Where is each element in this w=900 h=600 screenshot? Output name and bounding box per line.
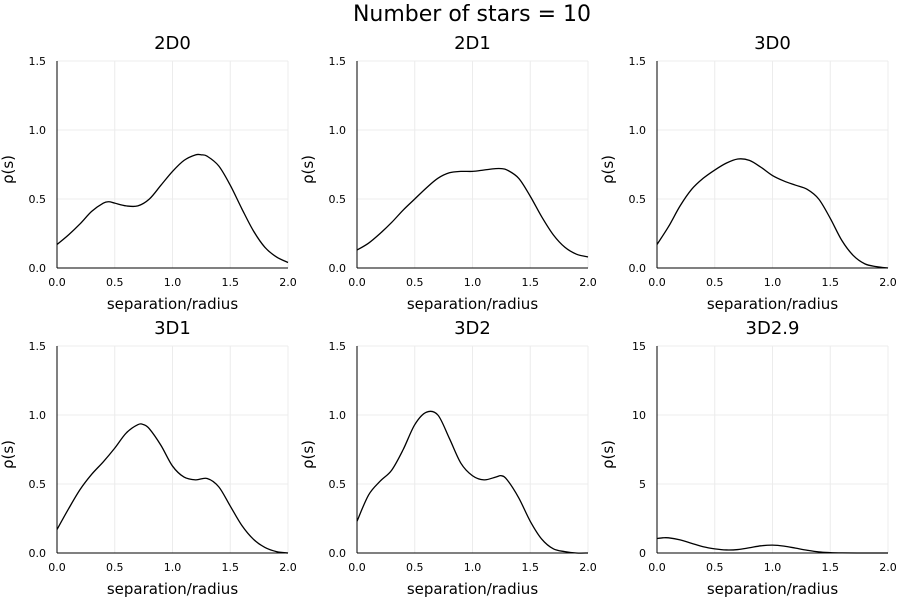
y-tick-label: 1.5 [329,340,347,353]
y-tick-label: 1.0 [629,124,647,137]
x-tick-label: 0.5 [706,276,724,289]
x-tick-label: 1.0 [464,561,482,574]
y-tick-label: 15 [632,340,646,353]
x-tick-label: 2.0 [579,561,597,574]
x-tick-label: 0.0 [648,561,666,574]
series-line [56,423,289,554]
series-line [656,536,889,554]
chart-panel-3d2-9: 0.0 0.5 1.0 1.5 2.0 0 5 10 15 3D2.9 separation/rad… [599,318,897,598]
y-tick-label: 1.0 [329,124,347,137]
x-tick-label: 1.5 [522,561,540,574]
y-tick-label: 1.5 [29,340,47,353]
chart-title: 2D1 [454,33,491,54]
x-tick-label: 2.0 [279,276,297,289]
x-axis-label: separation/radius [407,295,538,313]
x-tick-label: 1.0 [764,276,782,289]
y-tick-label: 10 [632,409,646,422]
x-tick-label: 2.0 [579,276,597,289]
y-tick-label: 0.0 [29,547,47,560]
chart-title: 3D2 [454,318,491,339]
y-axis-label: ρ(s) [0,440,17,469]
chart-panel-3d2: 0.0 0.5 1.0 1.5 2.0 0.0 0.5 1.0 1.5 3D2 separation… [299,318,597,598]
y-tick-label: 0.0 [29,262,47,275]
x-axis-label: separation/radius [107,580,238,598]
x-tick-label: 1.0 [764,561,782,574]
x-axis-label: separation/radius [707,580,838,598]
series-line [356,167,589,258]
y-tick-label: 0.5 [329,193,347,206]
x-tick-label: 0.0 [48,276,66,289]
x-tick-label: 1.0 [164,561,182,574]
x-tick-label: 0.5 [706,561,724,574]
chart-panel-2d1: 0.0 0.5 1.0 1.5 2.0 0.0 0.5 1.0 1.5 2D1 separation… [299,33,597,313]
x-tick-label: 2.0 [879,561,897,574]
y-tick-label: 0.5 [329,478,347,491]
series-line [56,153,289,264]
x-tick-label: 2.0 [879,276,897,289]
y-tick-label: 1.0 [29,124,47,137]
x-tick-label: 2.0 [279,561,297,574]
x-tick-label: 0.0 [348,276,366,289]
chart-panel-3d0: 0.0 0.5 1.0 1.5 2.0 0.0 0.5 1.0 1.5 3D0 separation… [599,33,897,313]
y-tick-label: 1.0 [329,409,347,422]
panels: 0.0 0.5 1.0 1.5 2.0 0.0 0.5 1.0 1.5 2D0 separation… [0,33,897,598]
x-tick-label: 0.5 [406,276,424,289]
x-tick-label: 0.0 [48,561,66,574]
x-tick-label: 0.5 [406,561,424,574]
y-tick-label: 0.5 [29,193,47,206]
y-tick-label: 5 [639,478,646,491]
y-tick-label: 0.5 [629,193,647,206]
x-axis-label: separation/radius [107,295,238,313]
chart-title: 3D2.9 [746,318,800,339]
y-tick-label: 0.5 [29,478,47,491]
x-tick-label: 0.0 [648,276,666,289]
x-tick-label: 1.5 [822,276,840,289]
y-axis-label: ρ(s) [299,440,317,469]
y-tick-label: 1.5 [29,55,47,68]
chart-title: 3D1 [154,318,191,339]
x-tick-label: 1.5 [822,561,840,574]
x-tick-label: 1.5 [222,561,240,574]
x-tick-label: 1.5 [522,276,540,289]
x-tick-label: 0.5 [106,561,124,574]
y-axis-label: ρ(s) [0,155,17,184]
series-line [356,410,589,554]
y-axis-label: ρ(s) [599,440,617,469]
chart-title: 2D0 [154,33,191,54]
y-tick-label: 0.0 [629,262,647,275]
figure-title: Number of stars = 10 [353,2,591,27]
y-tick-label: 0 [639,547,646,560]
x-tick-label: 0.0 [348,561,366,574]
x-tick-label: 1.0 [164,276,182,289]
y-tick-label: 1.5 [329,55,347,68]
y-axis-label: ρ(s) [599,155,617,184]
y-axis-label: ρ(s) [299,155,317,184]
x-tick-label: 0.5 [106,276,124,289]
y-tick-label: 0.0 [329,547,347,560]
x-axis-label: separation/radius [707,295,838,313]
y-tick-label: 0.0 [329,262,347,275]
x-axis-label: separation/radius [407,580,538,598]
chart-title: 3D0 [754,33,791,54]
chart-panel-2d0: 0.0 0.5 1.0 1.5 2.0 0.0 0.5 1.0 1.5 2D0 separation… [0,33,297,313]
x-tick-label: 1.5 [222,276,240,289]
y-tick-label: 1.0 [29,409,47,422]
y-tick-label: 1.5 [629,55,647,68]
chart-panel-3d1: 0.0 0.5 1.0 1.5 2.0 0.0 0.5 1.0 1.5 3D1 separation… [0,318,297,598]
series-line [656,158,889,269]
x-tick-label: 1.0 [464,276,482,289]
